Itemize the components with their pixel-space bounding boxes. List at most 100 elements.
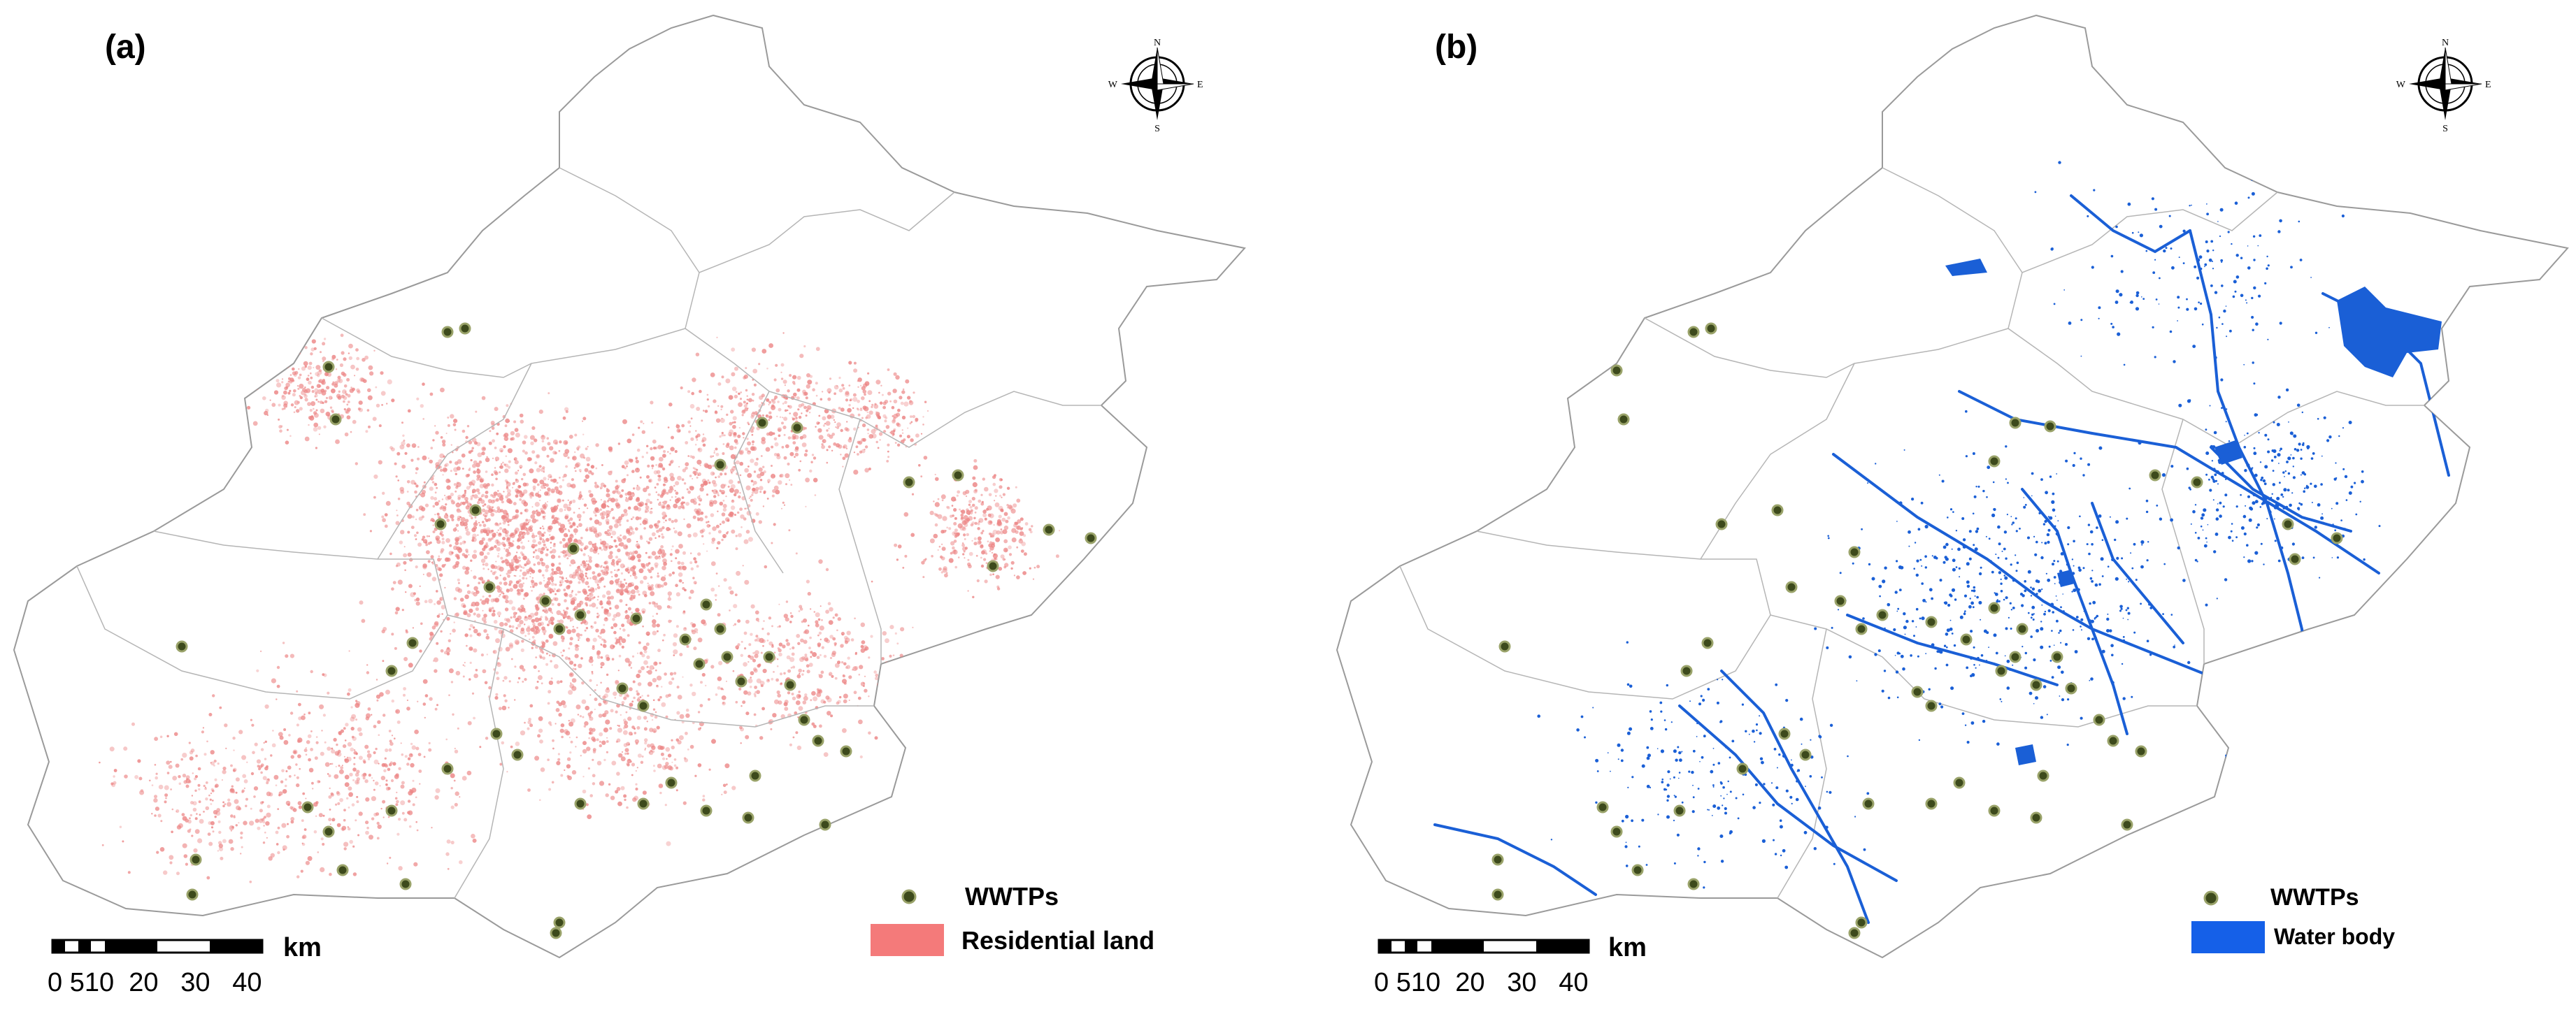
residential-patch	[506, 486, 508, 488]
residential-patch	[860, 384, 862, 386]
residential-patch	[567, 519, 570, 522]
residential-patch	[472, 463, 476, 468]
residential-patch	[535, 629, 540, 634]
residential-patch	[428, 598, 433, 604]
residential-patch	[298, 805, 302, 809]
residential-patch	[231, 785, 234, 788]
residential-patch	[585, 572, 587, 575]
residential-patch	[468, 646, 473, 651]
residential-patch	[588, 658, 594, 663]
residential-patch	[667, 591, 672, 596]
residential-patch	[1031, 525, 1033, 528]
residential-patch	[825, 609, 829, 614]
residential-patch	[615, 479, 618, 483]
residential-patch	[434, 482, 438, 486]
residential-patch	[803, 345, 806, 348]
residential-patch	[464, 554, 468, 558]
residential-patch	[465, 474, 469, 478]
residential-patch	[351, 714, 357, 719]
residential-patch	[843, 699, 847, 704]
residential-patch	[318, 379, 323, 384]
residential-patch	[166, 772, 170, 774]
residential-patch	[415, 796, 417, 799]
residential-patch	[989, 550, 992, 552]
residential-patch	[522, 571, 527, 577]
residential-patch	[410, 753, 413, 756]
residential-patch	[683, 482, 687, 485]
residential-patch	[602, 594, 606, 598]
residential-patch	[548, 788, 552, 791]
residential-patch	[568, 642, 573, 646]
residential-patch	[974, 521, 978, 526]
residential-patch	[482, 595, 485, 598]
residential-patch	[441, 439, 446, 444]
residential-patch	[408, 825, 412, 828]
residential-patch	[476, 474, 481, 479]
residential-patch	[794, 456, 796, 458]
residential-patch	[481, 508, 486, 512]
residential-patch	[582, 789, 587, 794]
residential-patch	[350, 364, 355, 370]
residential-patch	[345, 411, 348, 413]
residential-patch	[500, 556, 503, 560]
residential-patch	[656, 623, 660, 628]
residential-patch	[682, 565, 685, 568]
residential-patch	[532, 488, 536, 491]
panel-a-residential-map: (a)	[13, 15, 1245, 997]
residential-patch	[606, 571, 609, 574]
residential-patch	[750, 446, 755, 451]
residential-patch	[642, 519, 647, 525]
residential-patch	[564, 580, 566, 582]
residential-patch	[657, 477, 661, 482]
residential-patch	[732, 424, 736, 429]
residential-patch	[603, 585, 606, 588]
residential-patch	[1008, 553, 1012, 556]
residential-patch	[721, 375, 724, 379]
residential-patch	[728, 395, 734, 400]
residential-patch	[329, 762, 331, 765]
residential-patch	[669, 499, 671, 501]
residential-patch	[448, 668, 454, 674]
residential-patch	[810, 461, 813, 463]
residential-patch	[278, 791, 283, 796]
residential-patch	[447, 646, 450, 650]
residential-patch	[675, 424, 680, 428]
residential-patch	[816, 692, 822, 697]
residential-patch	[692, 630, 696, 635]
residential-patch	[395, 475, 398, 478]
residential-patch	[629, 574, 632, 577]
residential-patch	[937, 498, 940, 500]
residential-patch	[773, 378, 777, 382]
residential-patch	[599, 636, 602, 639]
residential-patch	[486, 505, 491, 509]
residential-patch	[465, 566, 470, 571]
residential-patch	[434, 425, 436, 427]
residential-patch	[508, 465, 511, 469]
residential-patch	[953, 549, 957, 552]
residential-patch	[611, 558, 615, 563]
residential-patch	[355, 462, 358, 465]
residential-patch	[527, 540, 530, 542]
residential-patch	[887, 443, 890, 447]
residential-patch	[344, 774, 350, 780]
residential-patch	[642, 626, 644, 628]
residential-patch	[329, 872, 332, 876]
residential-patch	[550, 547, 552, 549]
residential-patch	[992, 482, 996, 486]
residential-patch	[236, 805, 241, 811]
residential-patch	[768, 411, 772, 414]
residential-patch	[716, 492, 720, 495]
residential-patch	[310, 385, 315, 389]
residential-patch	[382, 491, 385, 495]
residential-patch	[466, 503, 472, 507]
residential-patch	[301, 842, 306, 846]
residential-patch	[594, 542, 597, 545]
residential-patch	[553, 542, 556, 546]
residential-patch	[507, 569, 512, 574]
residential-patch	[591, 736, 596, 741]
residential-patch	[322, 673, 325, 677]
residential-patch	[442, 443, 446, 447]
residential-patch	[632, 565, 636, 570]
residential-patch	[455, 612, 459, 616]
residential-patch	[973, 458, 978, 463]
